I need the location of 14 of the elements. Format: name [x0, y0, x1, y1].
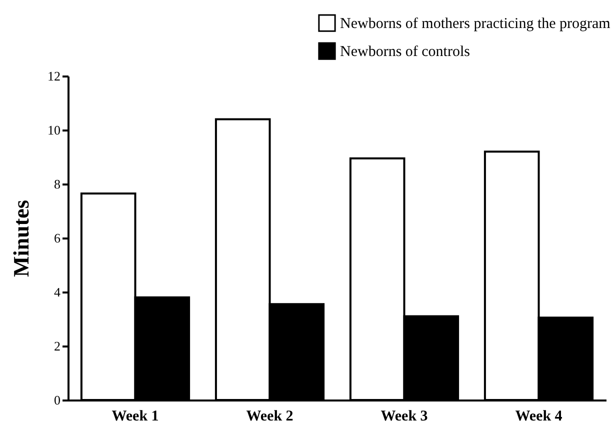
- y-tick-label: 2: [54, 338, 60, 354]
- x-tick-label: Week 3: [380, 408, 428, 424]
- x-tick-label: Week 1: [112, 408, 159, 424]
- y-tick-label: 8: [54, 176, 60, 192]
- y-tick-label: 6: [54, 230, 61, 246]
- y-axis-title: Minutes: [8, 200, 34, 277]
- y-tick-label: 4: [54, 284, 61, 300]
- y-tick-label: 0: [54, 392, 60, 408]
- y-tick-label: 12: [48, 68, 60, 84]
- y-tick-label: 10: [48, 122, 60, 138]
- legend-label: Newborns of mothers practicing the program: [340, 16, 611, 32]
- x-tick-label: Week 2: [246, 408, 294, 424]
- x-tick-label: Week 4: [515, 408, 563, 424]
- legend-label: Newborns of controls: [340, 44, 470, 60]
